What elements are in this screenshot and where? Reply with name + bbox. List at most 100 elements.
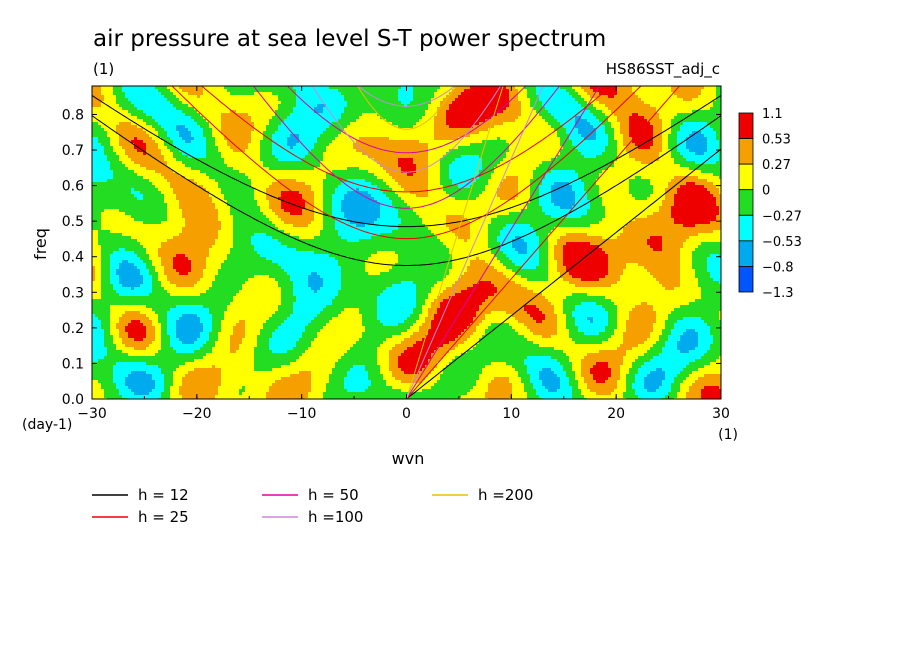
heatmap-cell — [395, 101, 399, 105]
heatmap-cell — [257, 95, 261, 99]
heatmap-cell — [320, 107, 324, 111]
heatmap-cell — [698, 110, 702, 114]
heatmap-cell — [650, 98, 654, 102]
heatmap-cell — [614, 149, 618, 153]
heatmap-cell — [329, 125, 333, 129]
heatmap-cell — [650, 119, 654, 123]
heatmap-cell — [701, 122, 705, 126]
heatmap-cell — [356, 122, 360, 126]
heatmap-cell — [659, 89, 663, 93]
heatmap-cell — [509, 116, 513, 120]
heatmap-cell — [677, 104, 681, 108]
heatmap-cell — [656, 104, 660, 108]
heatmap-cell — [605, 110, 609, 114]
heatmap-cell — [500, 86, 504, 90]
heatmap-cell — [365, 137, 369, 141]
heatmap-cell — [587, 128, 591, 132]
heatmap-cell — [176, 89, 180, 93]
heatmap-cell — [479, 122, 483, 126]
heatmap-cell — [131, 116, 135, 120]
heatmap-cell — [695, 119, 699, 123]
heatmap-cell — [266, 116, 270, 120]
heatmap-cell — [467, 113, 471, 117]
heatmap-cell — [476, 89, 480, 93]
heatmap-cell — [572, 134, 576, 138]
heatmap-cell — [209, 149, 213, 153]
heatmap-cell — [599, 146, 603, 150]
heatmap-cell — [188, 92, 192, 96]
heatmap-cell — [701, 95, 705, 99]
heatmap-cell — [578, 149, 582, 153]
heatmap-cell — [395, 122, 399, 126]
heatmap-cell — [431, 119, 435, 123]
heatmap-cell — [293, 125, 297, 129]
heatmap-cell — [395, 110, 399, 114]
heatmap-cell — [470, 113, 474, 117]
heatmap-cell — [665, 134, 669, 138]
heatmap-cell — [554, 146, 558, 150]
heatmap-cell — [365, 119, 369, 123]
heatmap-cell — [305, 92, 309, 96]
heatmap-cell — [632, 110, 636, 114]
heatmap-cell — [500, 104, 504, 108]
heatmap-cell — [629, 125, 633, 129]
heatmap-cell — [482, 152, 486, 156]
heatmap-cell — [269, 146, 273, 150]
heatmap-cell — [467, 137, 471, 141]
heatmap-cell — [596, 89, 600, 93]
heatmap-cell — [506, 149, 510, 153]
heatmap-cell — [380, 95, 384, 99]
heatmap-cell — [254, 155, 258, 159]
heatmap-cell — [401, 155, 405, 159]
heatmap-cell — [458, 146, 462, 150]
heatmap-cell — [488, 110, 492, 114]
heatmap-cell — [464, 146, 468, 150]
heatmap-cell — [305, 143, 309, 147]
heatmap-cell — [410, 98, 414, 102]
heatmap-cell — [422, 146, 426, 150]
heatmap-cell — [350, 134, 354, 138]
heatmap-cell — [491, 143, 495, 147]
heatmap-cell — [482, 143, 486, 147]
heatmap-cell — [161, 113, 165, 117]
heatmap-cell — [95, 107, 99, 111]
heatmap-cell — [407, 125, 411, 129]
heatmap-cell — [362, 122, 366, 126]
heatmap-cell — [158, 104, 162, 108]
heatmap-cell — [143, 149, 147, 153]
heatmap-cell — [494, 95, 498, 99]
heatmap-cell — [302, 122, 306, 126]
heatmap-cell — [461, 146, 465, 150]
heatmap-cell — [191, 149, 195, 153]
heatmap-cell — [164, 95, 168, 99]
heatmap-cell — [545, 128, 549, 132]
heatmap-cell — [413, 86, 417, 90]
heatmap-cell — [683, 134, 687, 138]
heatmap-cell — [677, 152, 681, 156]
heatmap-cell — [332, 104, 336, 108]
heatmap-cell — [311, 143, 315, 147]
heatmap-cell — [260, 110, 264, 114]
heatmap-cell — [266, 137, 270, 141]
heatmap-cell — [308, 152, 312, 156]
heatmap-cell — [380, 140, 384, 144]
heatmap-cell — [254, 104, 258, 108]
heatmap-cell — [428, 116, 432, 120]
heatmap-cell — [287, 101, 291, 105]
heatmap-cell — [596, 137, 600, 141]
heatmap-cell — [428, 122, 432, 126]
heatmap-cell — [452, 152, 456, 156]
heatmap-cell — [251, 137, 255, 141]
heatmap-cell — [704, 119, 708, 123]
heatmap-cell — [593, 149, 597, 153]
heatmap-cell — [242, 101, 246, 105]
heatmap-cell — [317, 119, 321, 123]
heatmap-cell — [221, 155, 225, 159]
heatmap-cell — [356, 131, 360, 135]
heatmap-cell — [182, 98, 186, 102]
heatmap-cell — [632, 122, 636, 126]
heatmap-cell — [464, 113, 468, 117]
heatmap-cell — [176, 113, 180, 117]
heatmap-cell — [119, 101, 123, 105]
heatmap-cell — [668, 104, 672, 108]
